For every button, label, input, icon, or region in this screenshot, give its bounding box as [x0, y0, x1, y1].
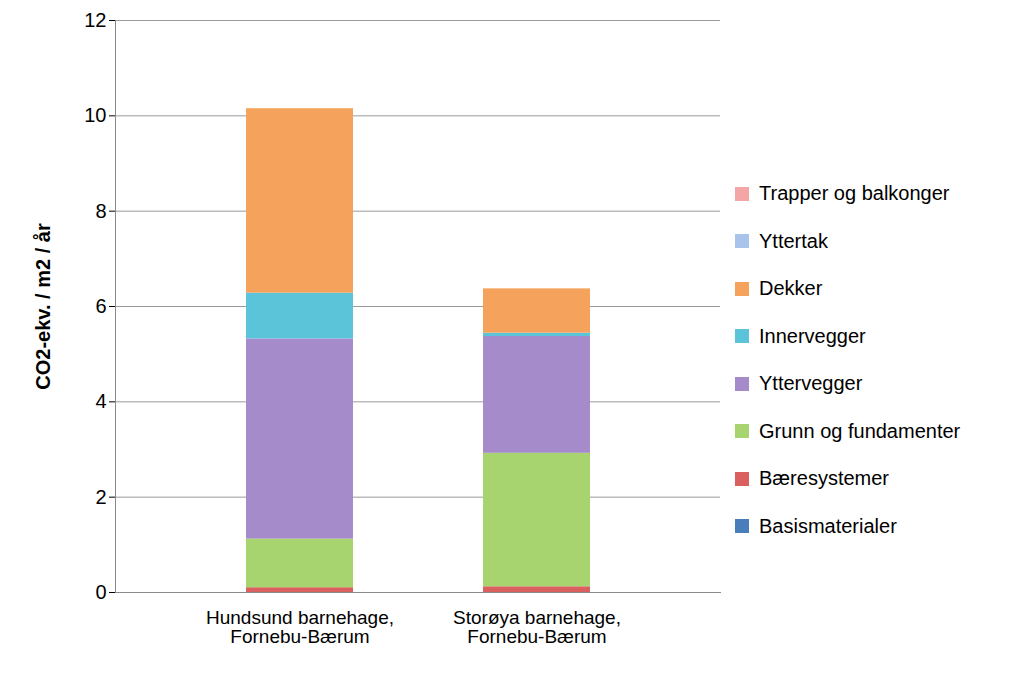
svg-text:4: 4	[95, 390, 106, 412]
svg-text:Hundsund barnehage,Fornebu-Bær: Hundsund barnehage,Fornebu-Bærum	[206, 607, 394, 647]
svg-text:2: 2	[95, 486, 106, 508]
svg-text:8: 8	[95, 200, 106, 222]
html-text:Yttervegger: Yttervegger	[759, 372, 863, 395]
svg-text:10: 10	[84, 104, 106, 126]
html-text:Basismaterialer: Basismaterialer	[759, 514, 897, 537]
html-text:Trapper og balkonger: Trapper og balkonger	[759, 182, 950, 205]
svg-text:6: 6	[95, 295, 106, 317]
html-text:Grunn og fundamenter: Grunn og fundamenter	[759, 419, 961, 442]
svg-text:0: 0	[95, 581, 106, 603]
svg-text:Storøya barnehage,Fornebu-Bæru: Storøya barnehage,Fornebu-Bærum	[453, 607, 621, 647]
svg-text:CO2-ekv. / m2 / år: CO2-ekv. / m2 / år	[32, 223, 54, 390]
svg-text:12: 12	[84, 9, 106, 31]
html-text:Dekker: Dekker	[759, 277, 823, 300]
html-text:Bæresystemer: Bæresystemer	[759, 467, 889, 490]
html-text:Innervegger: Innervegger	[759, 324, 866, 347]
html-text:Yttertak: Yttertak	[759, 229, 828, 252]
